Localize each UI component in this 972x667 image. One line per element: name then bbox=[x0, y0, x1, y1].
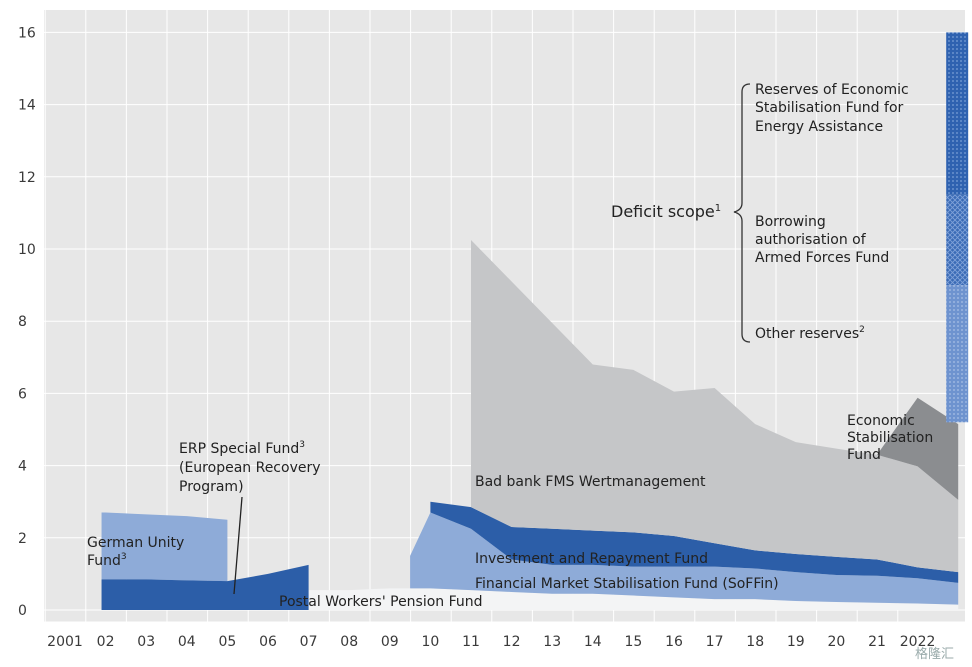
x-axis: 2001 02 03 04 05 06 07 08 09 10 11 12 13 14 15 16 17 18 19… bbox=[44, 621, 965, 650]
y-axis: 0 2 4 6 8 10 12 14 16 bbox=[18, 25, 36, 619]
y-tick-label: 16 bbox=[18, 25, 36, 41]
bad-bank-label: Bad bank FMS Wertmanagement bbox=[475, 474, 706, 490]
deficit-scope-brace bbox=[733, 83, 751, 343]
y-tick-label: 0 bbox=[18, 603, 27, 619]
x-tick-label: 11 bbox=[462, 634, 480, 650]
deficit-bar-segment bbox=[946, 32, 969, 195]
deficit-bar-segment bbox=[946, 285, 969, 423]
x-tick-label: 06 bbox=[259, 634, 277, 650]
erp-label-3: Program) bbox=[179, 479, 244, 495]
y-tick-label: 14 bbox=[18, 98, 36, 114]
y-tick-label: 6 bbox=[18, 386, 27, 402]
deficit-scope-bar bbox=[946, 32, 969, 423]
area-bad-bank bbox=[471, 239, 959, 573]
x-tick-label: 17 bbox=[706, 634, 724, 650]
armed-forces-label-3: Armed Forces Fund bbox=[755, 250, 889, 266]
esf-label-2: Stabilisation bbox=[847, 430, 933, 446]
x-tick-label: 19 bbox=[787, 634, 805, 650]
watermark: 格隆汇 bbox=[915, 646, 954, 662]
erp-label-1: ERP Special Fund3 bbox=[179, 440, 305, 457]
x-tick-label: 09 bbox=[381, 634, 399, 650]
reserves-esf-label-2: Stabilisation Fund for bbox=[755, 100, 904, 116]
x-tick-label: 2001 bbox=[47, 634, 83, 650]
y-tick-label: 8 bbox=[18, 314, 27, 330]
area-german-unity bbox=[101, 512, 228, 582]
erp-pointer-line bbox=[233, 496, 243, 595]
x-tick-label: 15 bbox=[624, 634, 642, 650]
x-tick-label: 02 bbox=[97, 634, 115, 650]
esf-label-1: Economic bbox=[847, 413, 915, 429]
y-tick-label: 4 bbox=[18, 459, 27, 475]
x-tick-label: 03 bbox=[137, 634, 155, 650]
y-tick-label: 12 bbox=[18, 170, 36, 186]
reserves-esf-label-3: Energy Assistance bbox=[755, 119, 883, 135]
annotations: Deficit scope1 Reserves of Economic Stab… bbox=[87, 82, 954, 662]
area-soffin bbox=[410, 512, 959, 605]
y-tick-label: 10 bbox=[18, 242, 36, 258]
erp-label-2: (European Recovery bbox=[179, 460, 321, 476]
deficit-bar-segment bbox=[946, 194, 969, 286]
other-reserves-label: Other reserves2 bbox=[755, 325, 865, 342]
area-investment bbox=[430, 501, 959, 583]
x-tick-label: 05 bbox=[218, 634, 236, 650]
postal-label: Postal Workers' Pension Fund bbox=[279, 594, 483, 610]
y-tick-label: 2 bbox=[18, 531, 27, 547]
area-esf bbox=[877, 397, 959, 500]
x-tick-label: 13 bbox=[543, 634, 561, 650]
soffin-label: Financial Market Stabilisation Fund (SoF… bbox=[475, 576, 779, 592]
area-postal bbox=[268, 588, 959, 610]
x-tick-label: 18 bbox=[746, 634, 764, 650]
x-tick-label: 08 bbox=[340, 634, 358, 650]
esf-label-3: Fund bbox=[847, 447, 881, 463]
german-unity-label-2: Fund3 bbox=[87, 552, 127, 569]
x-tick-label: 21 bbox=[868, 634, 886, 650]
x-tick-label: 16 bbox=[665, 634, 683, 650]
area-series bbox=[101, 239, 959, 610]
reserves-esf-label-1: Reserves of Economic bbox=[755, 82, 909, 98]
x-tick-label: 2022 bbox=[900, 634, 936, 650]
german-unity-label-1: German Unity bbox=[87, 535, 184, 551]
x-tick-label: 20 bbox=[827, 634, 845, 650]
x-tick-label: 12 bbox=[503, 634, 521, 650]
x-tick-label: 07 bbox=[300, 634, 318, 650]
investment-label: Investment and Repayment Fund bbox=[475, 551, 708, 567]
x-tick-label: 10 bbox=[421, 634, 439, 650]
armed-forces-label-1: Borrowing bbox=[755, 214, 826, 230]
x-tick-label: 14 bbox=[584, 634, 602, 650]
area-erp bbox=[101, 564, 309, 610]
x-tick-label: 04 bbox=[178, 634, 196, 650]
armed-forces-label-2: authorisation of bbox=[755, 232, 867, 248]
deficit-scope-label: Deficit scope1 bbox=[611, 202, 721, 221]
